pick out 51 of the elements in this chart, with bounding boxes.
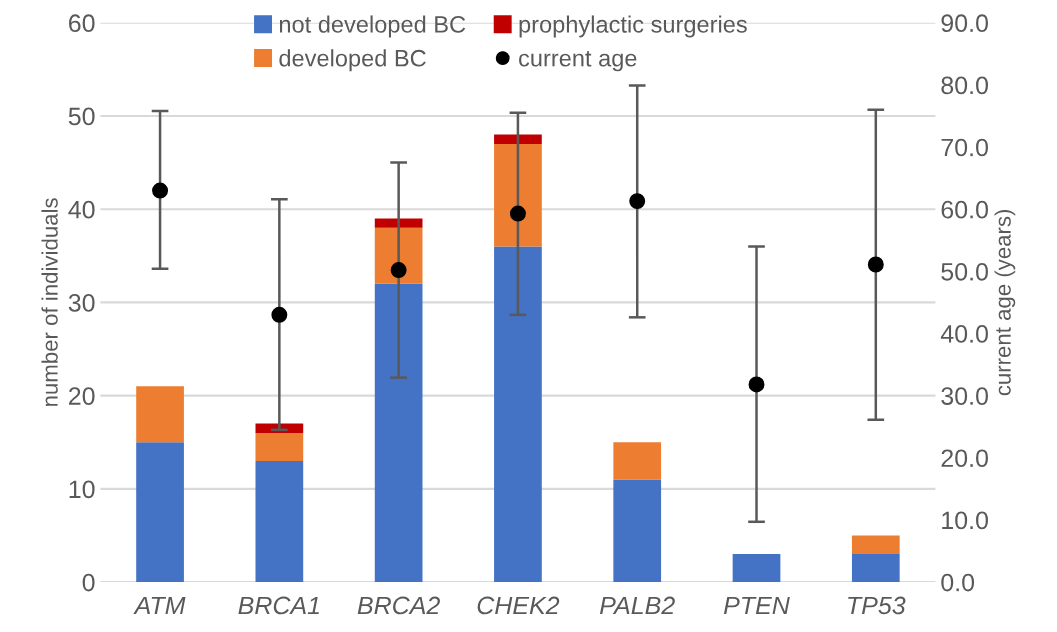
y-tick-label: 60 bbox=[69, 14, 95, 33]
x-tick-label: BRCA2 bbox=[357, 596, 440, 615]
point bbox=[271, 306, 288, 323]
x-tick-label: BRCA1 bbox=[238, 596, 319, 615]
y-tick-label: 10 bbox=[69, 480, 95, 499]
bar bbox=[255, 432, 304, 461]
y2-tick-label: 70.0 bbox=[941, 138, 988, 157]
y2-tick-label: 50.0 bbox=[941, 262, 988, 281]
y-tick-label: 40 bbox=[68, 200, 95, 219]
bar bbox=[136, 442, 184, 583]
y2-tick-label: 40.0 bbox=[940, 325, 988, 343]
bar bbox=[732, 554, 781, 583]
y2-tick-label: 0.0 bbox=[941, 573, 975, 592]
y-axis-title: number of individuals bbox=[41, 198, 58, 406]
bar bbox=[851, 535, 900, 555]
bar bbox=[613, 442, 662, 480]
y-tick-label: 20 bbox=[69, 387, 95, 405]
legend-label: current age bbox=[519, 51, 637, 72]
bar bbox=[851, 554, 900, 583]
x-tick-label: PALB2 bbox=[600, 596, 675, 615]
y2-tick-label: 60.0 bbox=[941, 200, 988, 219]
x-tick-label: CHEK2 bbox=[477, 596, 560, 615]
bar bbox=[494, 246, 542, 583]
point bbox=[152, 182, 169, 199]
y2-tick-label: 20.0 bbox=[941, 449, 988, 468]
point bbox=[867, 256, 884, 273]
y2-axis-title: current age (years) bbox=[994, 209, 1016, 396]
bar bbox=[613, 479, 662, 583]
y-tick-label: 0 bbox=[82, 573, 95, 592]
y2-tick-label: 90.0 bbox=[941, 14, 988, 33]
bar bbox=[374, 283, 423, 583]
y2-tick-label: 80.0 bbox=[941, 76, 988, 95]
y2-tick-label: 10.0 bbox=[942, 511, 988, 530]
x-tick-label: ATM bbox=[133, 596, 186, 615]
bar bbox=[494, 134, 542, 144]
legend-label: developed BC bbox=[279, 49, 426, 72]
bar bbox=[494, 143, 542, 247]
point bbox=[509, 205, 526, 222]
x-tick-label: TP53 bbox=[848, 596, 906, 615]
legend-label: prophylactic surgeries bbox=[519, 15, 747, 38]
point bbox=[390, 262, 407, 279]
point bbox=[748, 376, 765, 393]
bar bbox=[255, 460, 304, 583]
legend-label: not developed BC bbox=[279, 15, 466, 38]
bar bbox=[255, 423, 304, 433]
x-tick-label: PTEN bbox=[723, 596, 790, 615]
point bbox=[629, 193, 646, 210]
y-tick-label: 50 bbox=[68, 107, 95, 126]
y2-tick-label: 30.0 bbox=[941, 387, 988, 405]
y-tick-label: 30 bbox=[68, 294, 95, 312]
bar bbox=[136, 386, 184, 443]
